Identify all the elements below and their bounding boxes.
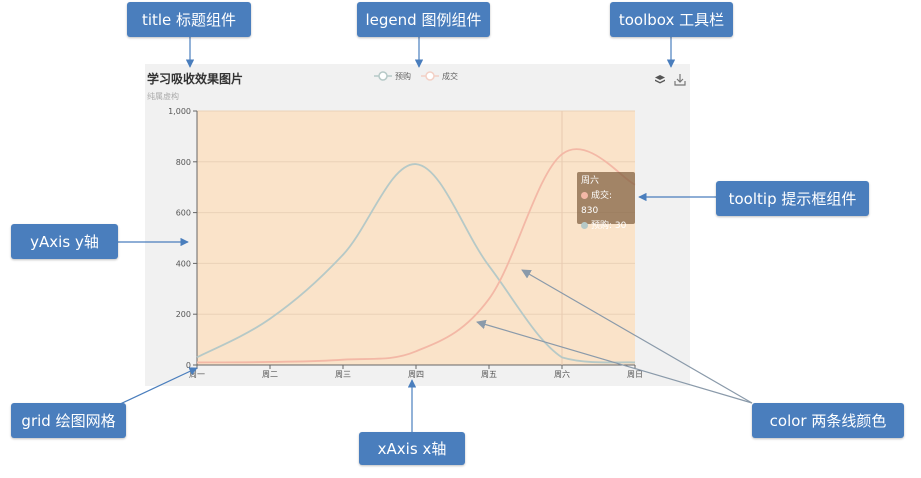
callout-xaxis: xAxis x轴: [359, 432, 465, 465]
data-point: [196, 361, 198, 363]
series-line-1: [196, 163, 636, 364]
data-point: [561, 356, 563, 358]
x-axis: 周一 周二 周三 周四 周五 周六 周日: [189, 364, 643, 379]
legend-marker-icon: [425, 71, 435, 81]
data-point: [488, 298, 490, 300]
callout-tooltip: tooltip 提示框组件: [716, 181, 869, 216]
callout-title: title 标题组件: [127, 2, 251, 37]
data-point: [342, 358, 344, 360]
stack-icon[interactable]: [655, 75, 665, 84]
legend-item-series-2[interactable]: 成交: [442, 71, 458, 81]
callout-toolbox: toolbox 工具栏: [610, 2, 733, 37]
tooltip-row: 成交: 830: [581, 191, 613, 216]
chart-subtitle: 纯属虚构: [147, 91, 179, 101]
x-tick-label: 周三: [335, 370, 351, 379]
series-group: [196, 148, 636, 364]
y-tick-label: 200: [176, 310, 191, 319]
y-tick-label: 1,000: [168, 107, 191, 116]
data-point: [415, 350, 417, 352]
legend[interactable]: 预购 成交: [374, 71, 458, 81]
x-tick-label: 周五: [481, 370, 497, 379]
data-point: [269, 361, 271, 363]
legend-marker-icon: [378, 71, 388, 81]
y-tick-label: 800: [176, 158, 191, 167]
data-point: [415, 163, 417, 165]
callout-arrows: [117, 37, 753, 432]
callout-yaxis: yAxis y轴: [11, 224, 118, 259]
x-tick-label: 周一: [189, 370, 205, 379]
series-color-dot-icon: [581, 191, 588, 199]
y-tick-label: 600: [176, 209, 191, 218]
y-tick-label: 0: [186, 361, 191, 370]
x-tick-label: 周日: [627, 370, 643, 379]
callout-color: color 两条线颜色: [752, 403, 904, 438]
chart-title: 学习吸收效果图片: [147, 71, 243, 86]
series-line-2: [196, 148, 636, 364]
data-point: [634, 361, 636, 363]
callout-legend: legend 图例组件: [357, 2, 490, 37]
data-point: [488, 265, 490, 267]
x-tick-label: 周二: [262, 370, 278, 379]
data-point: [561, 153, 563, 155]
tooltip: 周六 成交: 830 预购: 30: [577, 172, 635, 231]
download-icon[interactable]: [674, 74, 686, 86]
y-tick-label: 400: [176, 259, 191, 268]
y-axis: 0 200 400 600 800 1,000: [168, 107, 198, 370]
toolbox[interactable]: [655, 74, 686, 86]
tooltip-row: 预购: 30: [581, 219, 631, 234]
data-point: [342, 254, 344, 256]
x-tick-label: 周六: [554, 369, 570, 379]
legend-item-series-1[interactable]: 预购: [395, 71, 411, 81]
data-point: [269, 318, 271, 320]
plot-area: [197, 111, 635, 365]
callout-grid: grid 绘图网格: [11, 403, 126, 438]
x-tick-label: 周四: [408, 370, 424, 379]
series-color-dot-icon: [581, 221, 588, 229]
data-point: [196, 356, 198, 358]
tooltip-header: 周六: [581, 176, 600, 186]
